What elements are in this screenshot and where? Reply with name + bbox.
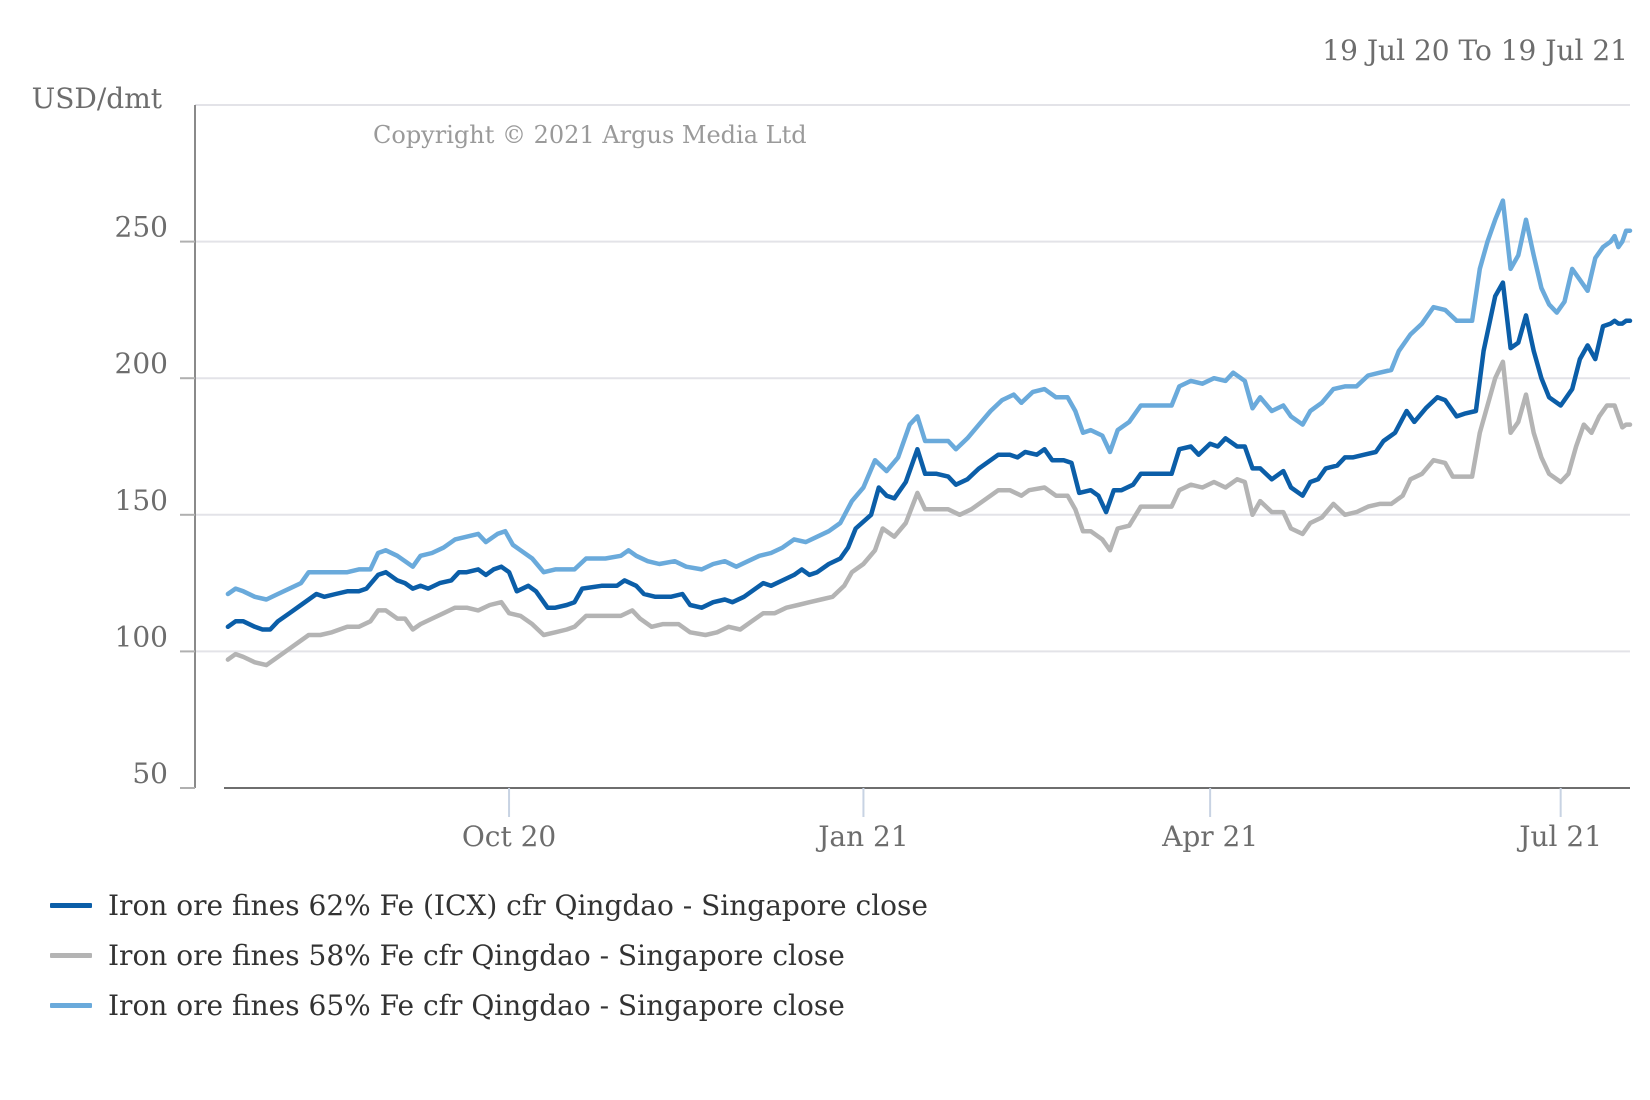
- legend-swatch-65: [50, 1002, 92, 1008]
- axes: [194, 105, 1630, 789]
- y-tick-labels: 50 100 150 200 250: [115, 211, 195, 790]
- legend-label-58: Iron ore fines 58% Fe cfr Qingdao - Sing…: [108, 938, 845, 972]
- x-tick-label: Oct 20: [462, 820, 556, 853]
- legend-item-58[interactable]: Iron ore fines 58% Fe cfr Qingdao - Sing…: [50, 930, 928, 980]
- y-tick-label: 200: [115, 347, 168, 380]
- gridlines: [195, 104, 1630, 653]
- series-lines: [225, 198, 1633, 668]
- legend: Iron ore fines 62% Fe (ICX) cfr Qingdao …: [50, 880, 928, 1030]
- date-range: 19 Jul 20 To 19 Jul 21: [1322, 34, 1628, 67]
- legend-label-62: Iron ore fines 62% Fe (ICX) cfr Qingdao …: [108, 888, 928, 922]
- x-tick-label: Apr 21: [1161, 820, 1258, 853]
- copyright-watermark: Copyright © 2021 Argus Media Ltd: [373, 121, 807, 149]
- legend-swatch-62: [50, 902, 92, 908]
- series-line-65: [225, 198, 1633, 602]
- y-axis-label: USD/dmt: [32, 82, 163, 115]
- y-tick-label: 250: [115, 211, 168, 244]
- series-line-62: [225, 280, 1633, 632]
- x-tick-labels: Oct 20 Jan 21 Apr 21 Jul 21: [462, 788, 1602, 853]
- legend-label-65: Iron ore fines 65% Fe cfr Qingdao - Sing…: [108, 988, 845, 1022]
- x-tick-label: Jan 21: [815, 820, 908, 853]
- x-tick-label: Jul 21: [1516, 820, 1602, 853]
- series-line-58: [225, 359, 1633, 668]
- legend-item-65[interactable]: Iron ore fines 65% Fe cfr Qingdao - Sing…: [50, 980, 928, 1030]
- y-tick-label: 150: [115, 484, 168, 517]
- y-tick-label: 50: [132, 757, 168, 790]
- legend-swatch-58: [50, 952, 92, 958]
- legend-item-62[interactable]: Iron ore fines 62% Fe (ICX) cfr Qingdao …: [50, 880, 928, 930]
- y-tick-label: 100: [115, 620, 168, 653]
